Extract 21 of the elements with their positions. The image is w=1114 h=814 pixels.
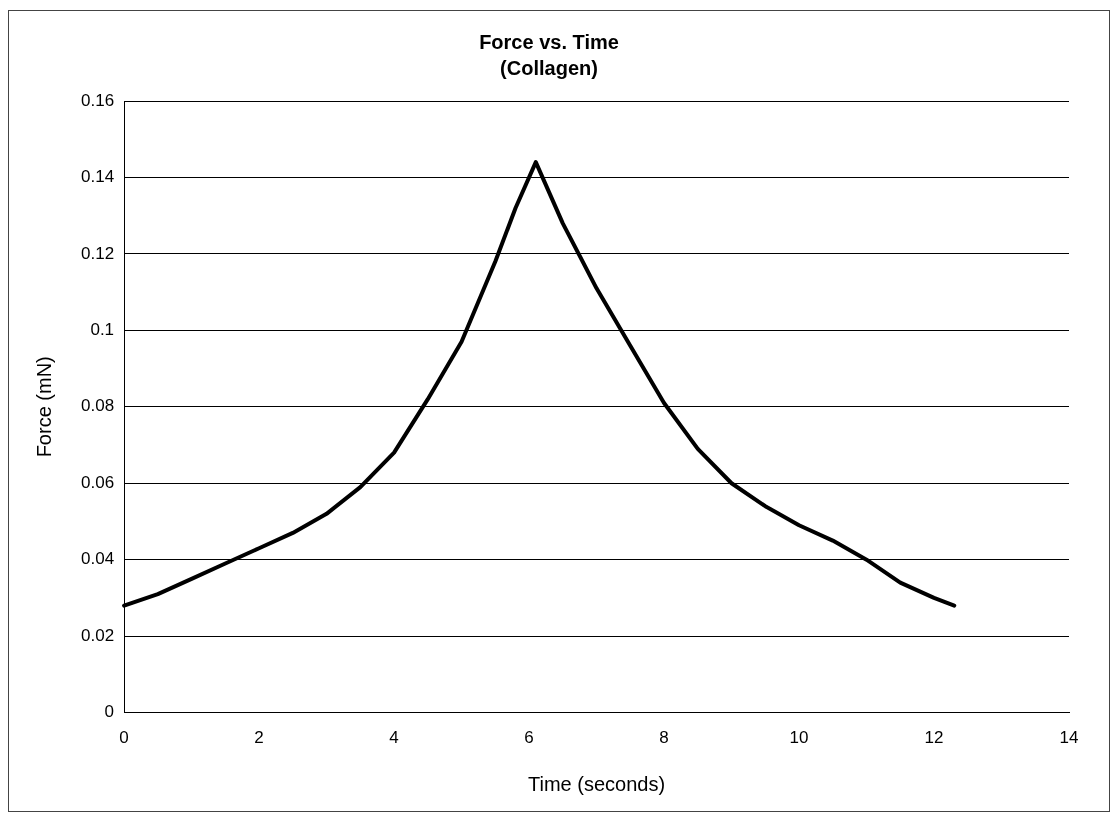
y-tick-label: 0.16 bbox=[80, 90, 115, 110]
y-tick-label: 0.06 bbox=[80, 472, 115, 492]
y-tick-label: 0.12 bbox=[80, 243, 115, 263]
y-axis-title: Force (mN) bbox=[32, 356, 55, 458]
y-tick-label: 0.04 bbox=[80, 549, 115, 569]
y-tick-label: 0 bbox=[104, 702, 115, 722]
chart-title: Force vs. Time bbox=[479, 30, 619, 53]
y-tick-label: 0.14 bbox=[80, 167, 115, 187]
y-tick-label: 0.08 bbox=[80, 396, 115, 416]
x-tick-label: 14 bbox=[1059, 728, 1079, 748]
x-tick-label: 0 bbox=[119, 728, 129, 748]
x-tick-label: 12 bbox=[924, 728, 944, 748]
y-tick-label: 0.02 bbox=[80, 625, 115, 645]
x-tick-label: 2 bbox=[254, 728, 264, 748]
x-tick-label: 8 bbox=[659, 728, 669, 748]
chart-subtitle: (Collagen) bbox=[500, 56, 598, 79]
y-tick-label: 0.1 bbox=[90, 320, 115, 340]
x-tick-label: 10 bbox=[789, 728, 809, 748]
x-axis-title: Time (seconds) bbox=[528, 772, 666, 795]
x-tick-label: 6 bbox=[524, 728, 534, 748]
x-tick-label: 4 bbox=[389, 728, 399, 748]
